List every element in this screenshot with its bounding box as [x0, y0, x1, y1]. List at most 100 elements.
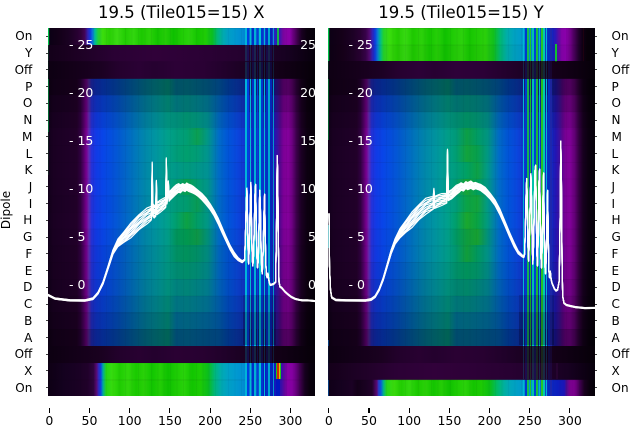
power-tick-label-left: - 5: [348, 229, 365, 245]
dark-row-damper: [327, 345, 595, 364]
y-tick-mark: [594, 169, 597, 171]
dipole-label-left: A: [24, 330, 33, 345]
spectrum-curve: [48, 155, 315, 302]
rfi-stripe: [277, 28, 279, 46]
rfi-stripe: [275, 362, 277, 380]
rfi-stripe: [48, 62, 50, 132]
dipole-label-right: N: [611, 113, 621, 127]
y-tick-mark: [594, 253, 597, 255]
power-spectra-curves: [48, 154, 315, 303]
x-tick-mark: [368, 407, 370, 413]
spectrum-curve: [327, 140, 595, 309]
dark-row-damper: [48, 61, 315, 79]
rfi-stripe: [247, 28, 250, 396]
spectrum-curve: [327, 141, 595, 309]
y-tick-mark: [594, 353, 597, 355]
rfi-stripe: [327, 28, 330, 70]
power-tick-label-right: 5: [308, 229, 315, 245]
x-tick-mark: [88, 407, 91, 413]
y-tick-mark: [45, 136, 48, 138]
rfi-stripe: [536, 28, 539, 396]
y-tick-mark: [45, 153, 48, 154]
rfi-stripe: [276, 362, 279, 380]
spectrum-curve: [327, 141, 595, 309]
y-tick-mark: [45, 102, 48, 104]
dipole-label-right: P: [611, 79, 619, 94]
x-tick-mark: [569, 407, 571, 413]
power-tick-label-left: - 10: [348, 181, 373, 197]
y-tick-mark: [594, 119, 597, 121]
x-tick-mark: [48, 407, 50, 413]
x-tick-label: 300: [278, 412, 303, 428]
rfi-stripe: [550, 28, 552, 396]
rfi-stripe: [582, 28, 585, 62]
rfi-stripe: [261, 28, 263, 396]
y-tick-mark: [594, 303, 597, 305]
rfi-stripe: [265, 28, 268, 396]
dark-row-damper: [48, 345, 315, 364]
spectrogram-panel-x: - 25 25 - 20 20 - 15 15 - 10 10 - 5 5 - 0 0: [48, 28, 315, 396]
dipole-label-left: E: [24, 263, 33, 278]
x-tick-mark: [448, 407, 450, 413]
power-tick-label-right: 0: [308, 277, 315, 293]
spectrum-curve: [327, 140, 595, 309]
dipole-label-right: B: [611, 313, 620, 328]
y-tick-mark: [45, 253, 48, 255]
power-tick-label-right: 10: [300, 181, 315, 197]
x-tick-label: 200: [198, 412, 223, 428]
y-tick-mark: [594, 270, 597, 271]
rfi-stripe: [529, 28, 532, 396]
x-tick-label: 250: [517, 412, 542, 428]
dipole-label-right: Off: [611, 62, 630, 77]
x-tick-mark: [529, 407, 531, 413]
y-tick-mark: [594, 236, 597, 238]
y-tick-mark: [45, 353, 48, 355]
y-tick-mark: [45, 169, 48, 171]
spectrum-curve: [327, 140, 595, 309]
dipole-label-left: J: [28, 179, 33, 194]
dipole-label-left: Y: [24, 46, 33, 61]
dipole-label-left: H: [23, 213, 33, 228]
power-tick-label-left: - 10: [69, 181, 94, 197]
power-spectra-curves: [327, 140, 595, 310]
rfi-stripe: [275, 379, 281, 396]
x-tick-label: 300: [557, 412, 582, 428]
rfi-stripe: [555, 44, 557, 62]
y-tick-mark: [594, 35, 597, 37]
y-tick-mark: [45, 219, 48, 221]
dipole-label-left: I: [28, 196, 33, 211]
power-tick-label-left: - 25: [348, 37, 373, 52]
power-tick-label-left: - 15: [69, 133, 94, 149]
power-tick-label-left: - 20: [348, 85, 373, 101]
power-tick-label-left: - 15: [348, 133, 373, 149]
x-tick-mark: [289, 407, 291, 413]
dipole-label-right: On: [611, 380, 629, 395]
dipole-label-left: O: [22, 96, 33, 111]
y-tick-mark: [594, 186, 597, 188]
dipole-label-right: D: [611, 280, 621, 295]
x-tick-label: 250: [238, 412, 263, 428]
y-tick-mark: [45, 270, 48, 271]
x-tick-label: 50: [81, 412, 98, 428]
x-tick-label: 50: [361, 412, 377, 428]
y-tick-mark: [45, 370, 48, 372]
y-tick-mark: [594, 203, 597, 205]
power-tick-label-left: - 0: [348, 277, 365, 293]
dipole-label-left: F: [25, 246, 33, 261]
power-tick-label-left: - 25: [69, 37, 94, 52]
y-tick-mark: [45, 35, 48, 37]
power-tick-label-right: 15: [300, 133, 315, 149]
y-tick-mark: [45, 236, 48, 238]
dark-row-damper: [327, 362, 595, 380]
dipole-label-right: O: [611, 96, 621, 111]
dipole-label-right: K: [611, 163, 620, 178]
spectrum-curve: [48, 155, 315, 302]
spectrum-curve: [48, 155, 315, 302]
dark-row-damper: [327, 61, 595, 79]
y-tick-mark: [594, 286, 597, 288]
cluster-shade: [243, 312, 276, 346]
y-tick-mark: [594, 153, 597, 154]
channel-bin-seams: [48, 28, 315, 396]
dipole-label-left: On: [15, 29, 33, 44]
rfi-stripe: [252, 28, 254, 396]
